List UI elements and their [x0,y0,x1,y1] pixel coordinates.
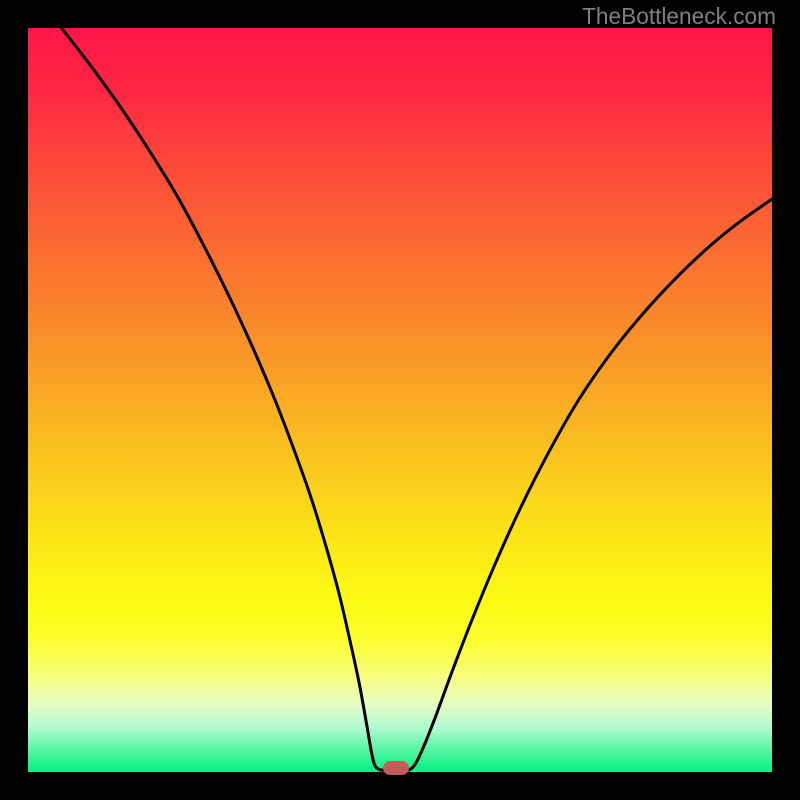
optimum-marker [383,761,409,775]
chart-frame: TheBottleneck.com [0,0,800,800]
plot-area [28,28,772,772]
curve-path [61,28,772,771]
watermark-label: TheBottleneck.com [582,3,776,30]
bottleneck-curve [28,28,772,772]
